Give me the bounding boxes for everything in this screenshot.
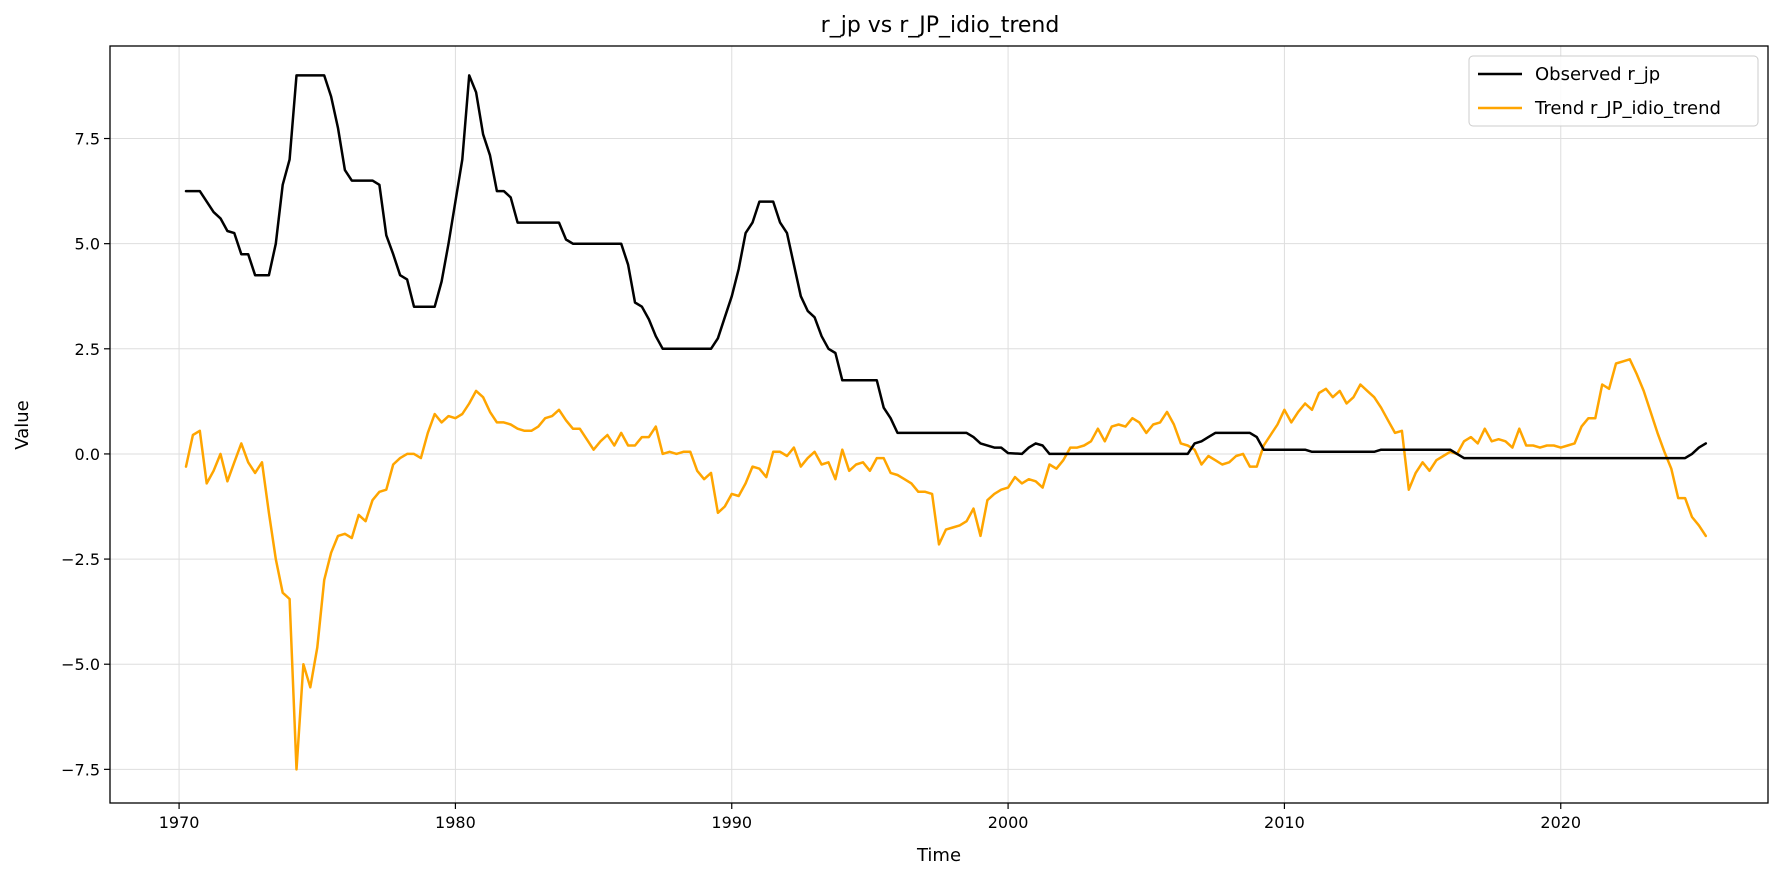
x-axis-title: Time (916, 845, 961, 866)
y-tick-label: 5.0 (75, 235, 100, 254)
x-tick-label: 2010 (1264, 813, 1305, 832)
y-tick-label: −5.0 (61, 655, 100, 674)
y-tick-label: 7.5 (75, 130, 100, 149)
x-tick-label: 1980 (435, 813, 476, 832)
x-tick-label: 2020 (1540, 813, 1581, 832)
series-lines (184, 74, 1708, 771)
y-tick-label: −7.5 (61, 760, 100, 779)
legend-label-observed: Observed r_jp (1535, 64, 1660, 85)
legend: Observed r_jp Trend r_JP_idio_trend (1468, 55, 1759, 127)
chart-title: r_jp vs r_JP_idio_trend (821, 13, 1060, 38)
y-axis-title: Value (12, 400, 33, 449)
legend-label-trend: Trend r_JP_idio_trend (1534, 98, 1721, 119)
series-line-observed (184, 74, 1708, 460)
x-tick-label: 1970 (159, 813, 200, 832)
x-tick-label: 2000 (988, 813, 1029, 832)
y-tick-label: 0.0 (75, 445, 100, 464)
y-axis-ticks: −7.5 −5.0 −2.5 0.0 2.5 5.0 7.5 (61, 130, 110, 779)
y-tick-label: −2.5 (61, 550, 100, 569)
legend-box (1468, 55, 1759, 127)
plot-frame (109, 45, 1769, 804)
x-tick-label: 1990 (711, 813, 752, 832)
x-axis-ticks: 1970 1980 1990 2000 2010 2020 (159, 803, 1581, 832)
grid (110, 46, 1768, 803)
y-tick-label: 2.5 (75, 340, 100, 359)
